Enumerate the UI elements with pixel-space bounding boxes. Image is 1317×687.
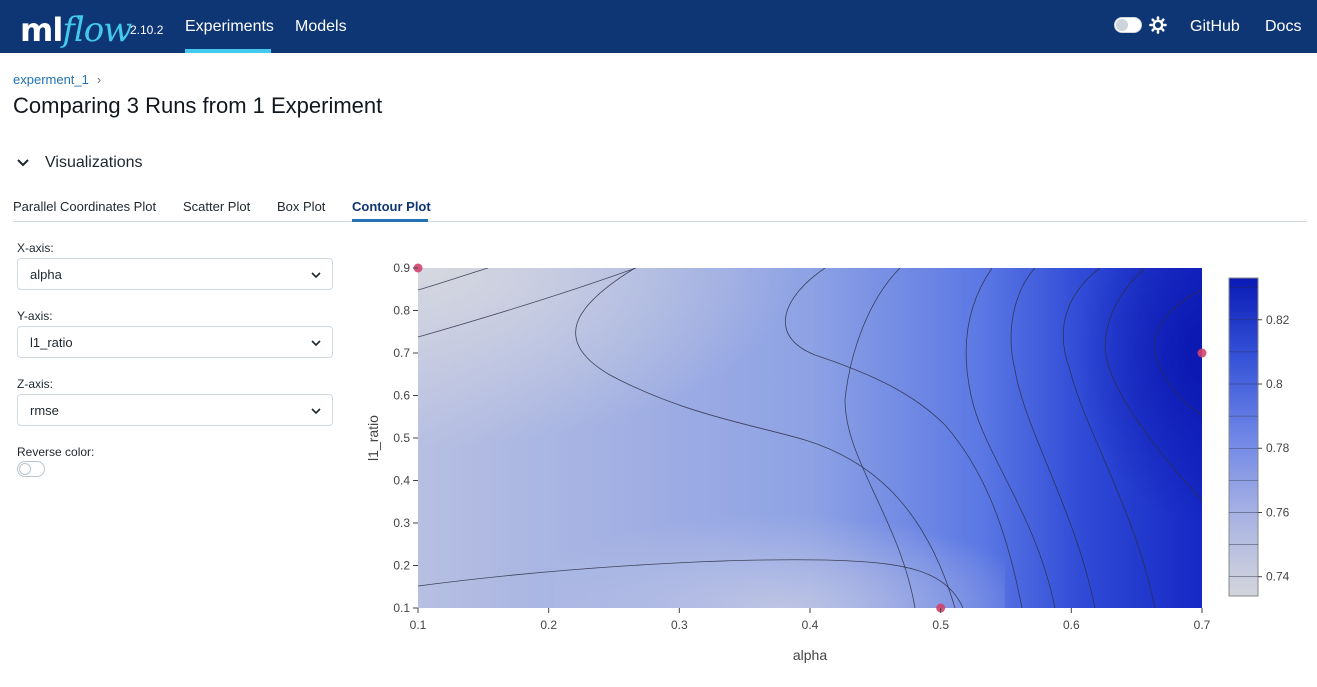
z-axis-label: Z-axis:	[17, 377, 53, 391]
reverse-color-switch[interactable]	[17, 461, 45, 477]
colorbar-gradient	[1228, 277, 1259, 597]
tab-scatter-plot[interactable]: Scatter Plot	[183, 199, 251, 214]
contour-line	[418, 268, 637, 338]
contour-line	[1062, 268, 1156, 608]
y-axis-label: Y-axis:	[17, 309, 53, 323]
nav-models[interactable]: Models	[295, 18, 347, 35]
colorbar-tick-label: 0.74	[1266, 570, 1290, 584]
page-title: Comparing 3 Runs from 1 Experiment	[13, 93, 383, 118]
tab-contour-plot[interactable]: Contour Plot	[352, 199, 431, 214]
contour-line	[418, 559, 964, 608]
y-tick-label: 0.8	[393, 304, 410, 318]
tab-box-plot[interactable]: Box Plot	[277, 199, 326, 214]
nav-docs[interactable]: Docs	[1265, 18, 1302, 35]
chevron-down-icon	[17, 159, 29, 167]
chevron-down-icon	[311, 408, 321, 415]
dark-mode-toggle[interactable]	[1114, 17, 1142, 33]
x-tick-label: 0.2	[540, 618, 557, 632]
chevron-down-icon	[311, 340, 321, 347]
colorbar-bands	[1229, 287, 1258, 578]
x-axis-select[interactable]: alpha	[17, 258, 333, 290]
colorbar: 0.74 0.76 0.78 0.8 0.82	[1228, 277, 1290, 597]
contour-line	[575, 268, 956, 608]
y-tick-label: 0.4	[393, 474, 410, 488]
x-axis-title: alpha	[793, 647, 827, 663]
contour-line	[1104, 268, 1202, 501]
reverse-color-switch-knob	[19, 463, 31, 475]
y-tick-label: 0.9	[393, 261, 410, 275]
colorbar-tick-label: 0.82	[1266, 313, 1290, 327]
y-axis-select[interactable]: l1_ratio	[17, 326, 333, 358]
logo-ml-text: ml	[20, 11, 63, 49]
sun-icon	[1149, 16, 1167, 34]
y-tick-label: 0.2	[393, 559, 410, 573]
version-label: 2.10.2	[130, 23, 164, 37]
x-tick-label: 0.4	[802, 618, 819, 632]
nav-experiments-label: Experiments	[185, 18, 274, 35]
nav-experiments[interactable]: Experiments	[185, 0, 274, 53]
colorbar-ticks: 0.74 0.76 0.78 0.8 0.82	[1258, 313, 1290, 584]
breadcrumb: experment_1 ›	[13, 72, 101, 87]
plot-area	[418, 268, 1202, 608]
nav-active-indicator	[185, 49, 271, 53]
y-tick-label: 0.1	[393, 601, 410, 615]
contour-line	[844, 268, 916, 608]
x-axis-value: alpha	[30, 267, 62, 282]
y-axis-title: l1_ratio	[365, 415, 381, 461]
contour-line	[965, 268, 1056, 608]
z-axis-select[interactable]: rmse	[17, 394, 333, 426]
visualizations-toggle[interactable]: Visualizations	[13, 153, 143, 173]
reverse-color-label: Reverse color:	[17, 445, 95, 459]
data-point[interactable]	[1197, 348, 1207, 358]
visualizations-label: Visualizations	[45, 154, 143, 171]
mlflow-logo[interactable]: ml flow	[20, 2, 132, 50]
contour-line	[1010, 268, 1096, 608]
y-tick-label: 0.3	[393, 516, 410, 530]
colorbar-tick-label: 0.8	[1266, 377, 1283, 391]
active-tab-indicator	[352, 219, 428, 222]
y-tick-label: 0.5	[393, 431, 410, 445]
chevron-down-icon	[311, 272, 321, 279]
dark-mode-toggle-knob	[1116, 19, 1128, 31]
x-axis-label: X-axis:	[17, 241, 54, 255]
x-tick-label: 0.6	[1063, 618, 1080, 632]
contour-line	[785, 268, 1023, 608]
contour-line	[418, 268, 489, 291]
contour-line	[1153, 289, 1202, 416]
plot-tabs: Parallel Coordinates Plot Scatter Plot B…	[13, 196, 1307, 222]
colorbar-tick-label: 0.78	[1266, 441, 1290, 455]
breadcrumb-experiment-link[interactable]: experment_1	[13, 72, 89, 87]
x-tick-label: 0.7	[1194, 618, 1211, 632]
nav-github[interactable]: GitHub	[1190, 18, 1240, 35]
breadcrumb-separator: ›	[96, 72, 102, 87]
contour-plot: 0.1 0.2 0.3 0.4 0.5 0.6 0.7 0.1 0.2 0.3 0.4 0.5 0.6…	[365, 261, 1290, 663]
colorbar-tick-label: 0.76	[1266, 505, 1290, 519]
tab-parallel-coordinates[interactable]: Parallel Coordinates Plot	[13, 199, 157, 214]
x-axis: 0.1 0.2 0.3 0.4 0.5 0.6 0.7	[410, 608, 1211, 632]
x-tick-label: 0.5	[932, 618, 949, 632]
x-tick-label: 0.1	[410, 618, 427, 632]
heatmap-top-left-light	[418, 268, 798, 448]
y-tick-label: 0.6	[393, 389, 410, 403]
y-axis: 0.1 0.2 0.3 0.4 0.5 0.6 0.7 0.8 0.9	[393, 261, 418, 615]
heatmap-bottom-light	[555, 450, 1005, 608]
z-axis-value: rmse	[30, 403, 59, 418]
heatmap-dark-region	[955, 268, 1202, 608]
y-axis-value: l1_ratio	[30, 335, 73, 350]
top-nav: ml flow 2.10.2 Experiments Models GitHub…	[0, 0, 1317, 53]
logo-flow-text: flow	[62, 10, 132, 50]
y-tick-label: 0.7	[393, 346, 410, 360]
x-tick-label: 0.3	[671, 618, 688, 632]
